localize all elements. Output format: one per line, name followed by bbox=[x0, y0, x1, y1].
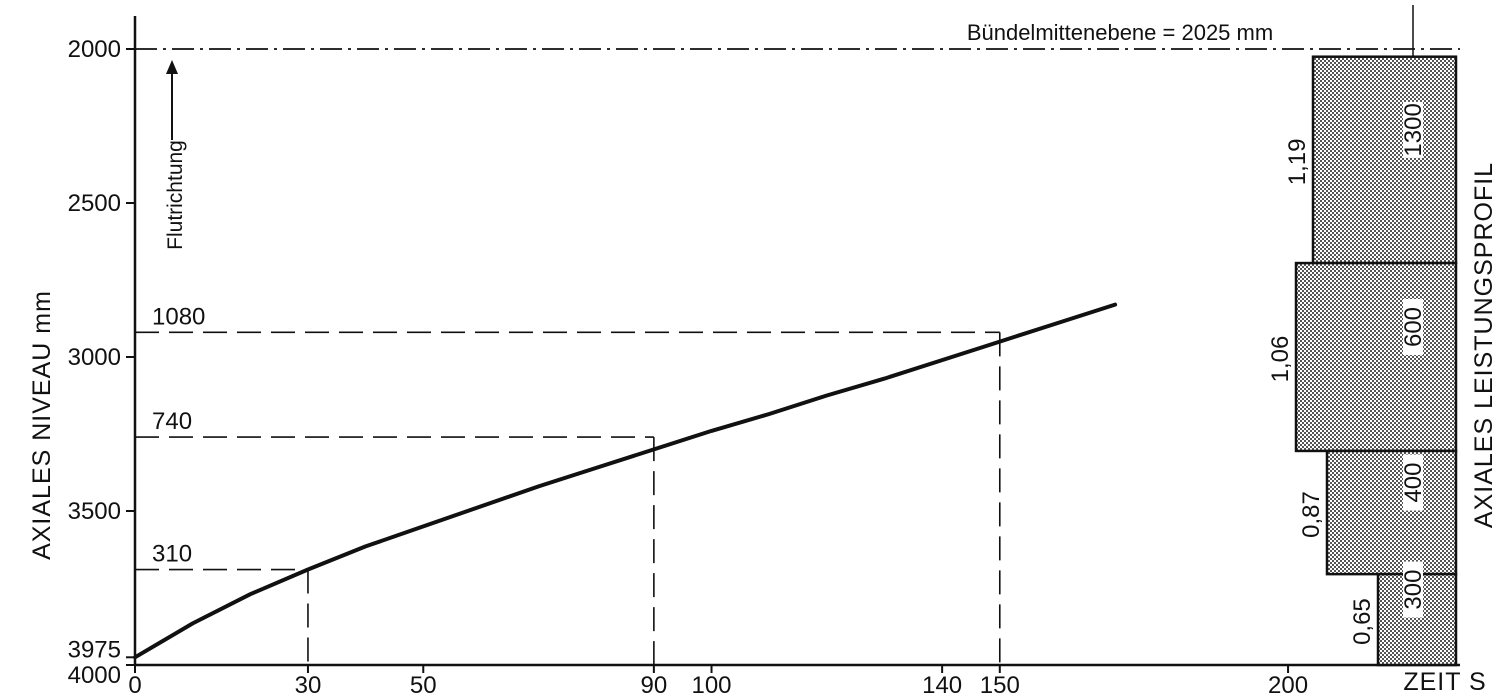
y-axis-title: AXIALES NIVEAU mm bbox=[28, 290, 56, 560]
reference-label: 1080 bbox=[152, 303, 205, 330]
profile-step bbox=[1294, 261, 1458, 453]
x-tick-label: 150 bbox=[980, 672, 1020, 699]
x-tick-label: 50 bbox=[410, 672, 437, 699]
profile-step bbox=[1325, 449, 1458, 576]
profile-length-label: 400 bbox=[1400, 463, 1427, 503]
power-profile: 1,19 1300 1,06 600 0,87 400 0,65 300 bbox=[1267, 55, 1458, 667]
length-label-backdrop bbox=[1403, 454, 1423, 511]
reference-label: 740 bbox=[152, 408, 192, 435]
x-tick-label: 100 bbox=[691, 672, 731, 699]
x-tick-label: 140 bbox=[922, 672, 962, 699]
profile-length-label: 600 bbox=[1400, 307, 1427, 347]
profile-factor-label: 1,19 bbox=[1284, 139, 1311, 186]
profile-step bbox=[1311, 55, 1458, 265]
y-tick-label: 2500 bbox=[68, 190, 121, 217]
profile-factor-label: 0,65 bbox=[1349, 598, 1376, 645]
y-tick-label: 4000 bbox=[68, 662, 121, 689]
profile-title: AXIALES LEISTUNGSPROFIL bbox=[1470, 162, 1498, 528]
reference-label: 310 bbox=[152, 541, 192, 568]
flow-direction-label: Flutrichtung bbox=[164, 140, 187, 250]
x-tick-label: 30 bbox=[295, 672, 322, 699]
profile-length-label: 300 bbox=[1400, 570, 1427, 610]
length-label-backdrop bbox=[1403, 299, 1423, 355]
y-tick-label: 3975 bbox=[68, 636, 121, 663]
reference-lines: 310 740 1080 bbox=[135, 303, 1001, 665]
y-tick-label: 3000 bbox=[68, 344, 121, 371]
profile-factor-label: 1,06 bbox=[1267, 336, 1294, 383]
series-group bbox=[133, 302, 1118, 660]
profile-factor-label: 0,87 bbox=[1298, 491, 1325, 538]
series-line bbox=[133, 302, 1118, 660]
y-tick-label: 3500 bbox=[68, 498, 121, 525]
x-tick-label: 90 bbox=[641, 672, 668, 699]
flow-arrow-icon bbox=[166, 60, 178, 140]
x-ticks: 0 30 50 90 100 140 150 200 bbox=[128, 665, 1308, 699]
x-tick-label: 0 bbox=[128, 672, 141, 699]
length-label-backdrop bbox=[1403, 101, 1423, 158]
y-tick-label: 2000 bbox=[68, 36, 121, 63]
x-tick-label: 200 bbox=[1268, 672, 1308, 699]
length-label-backdrop bbox=[1403, 561, 1423, 618]
top-annotation: Bündelmittenebene = 2025 mm bbox=[967, 20, 1273, 45]
x-axis-title: ZEIT S bbox=[1403, 668, 1486, 696]
profile-length-label: 1300 bbox=[1400, 103, 1427, 156]
